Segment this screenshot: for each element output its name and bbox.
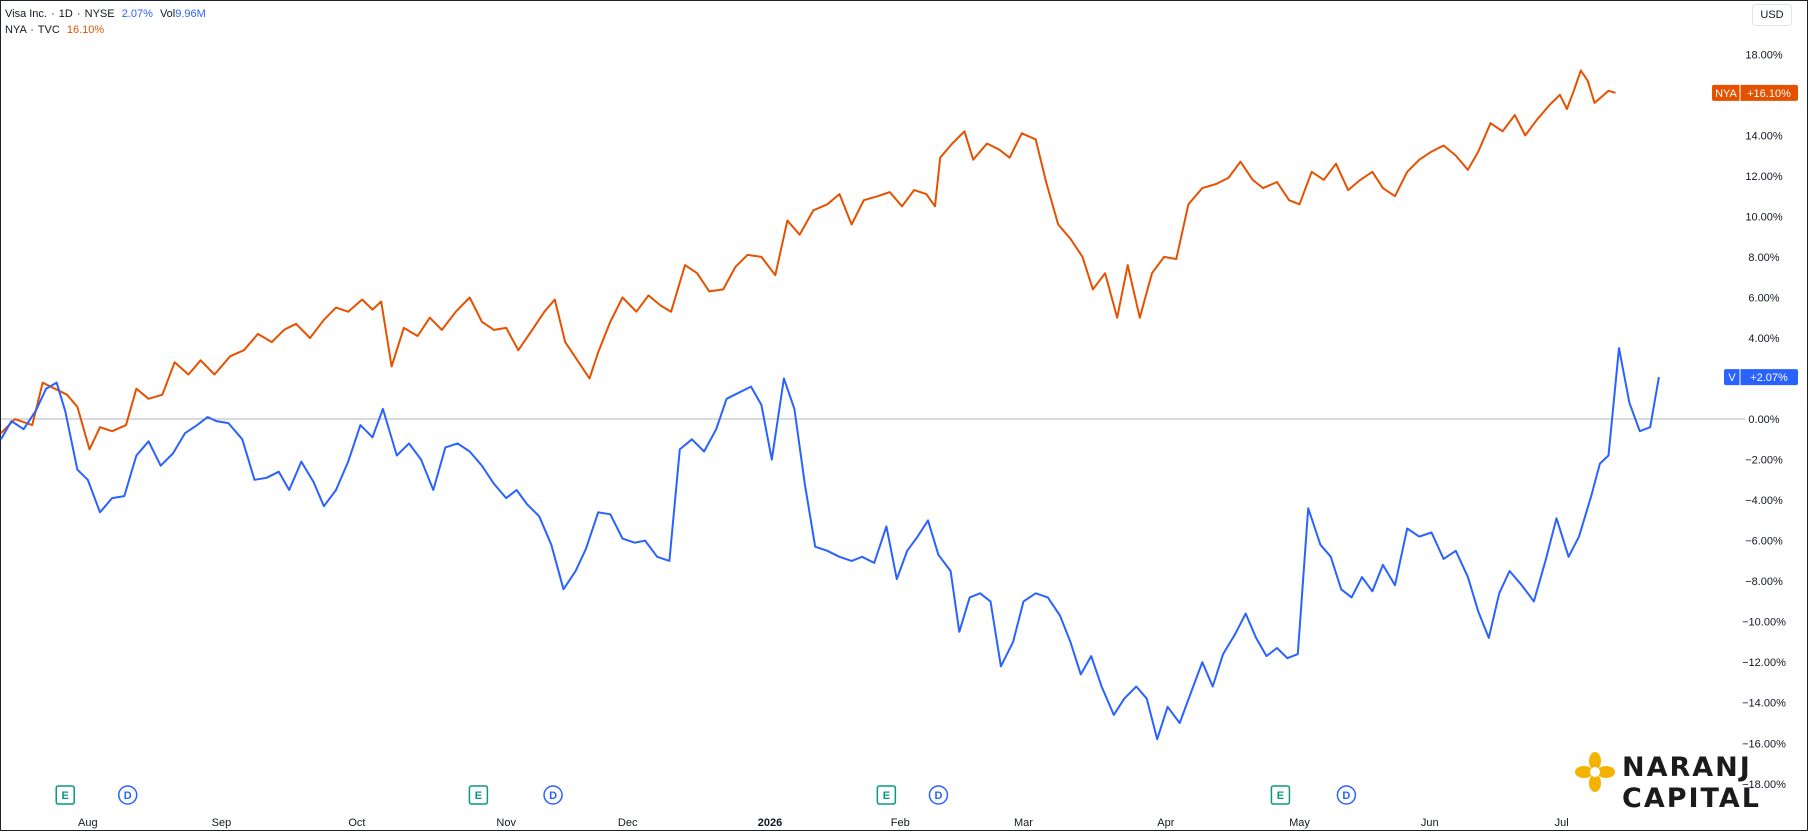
logo-wordmark: NARANJ CAPITAL bbox=[1622, 752, 1761, 814]
y-tick-label: −16.00% bbox=[1742, 738, 1786, 750]
last-value-badges: NYA +16.10% V +2.07% bbox=[1712, 84, 1798, 386]
event-letter: E bbox=[475, 790, 482, 802]
badge-v: V +2.07% bbox=[1724, 369, 1798, 386]
event-letter: E bbox=[62, 790, 69, 802]
x-tick-label: Sep bbox=[212, 817, 232, 829]
y-tick-label: 4.00% bbox=[1748, 333, 1779, 345]
currency-button[interactable]: USD bbox=[1752, 4, 1792, 26]
compare-source: TVC bbox=[37, 24, 60, 36]
primary-interval: 1D bbox=[58, 8, 73, 20]
compare-change: 16.10% bbox=[66, 24, 105, 36]
y-axis[interactable]: 18.00%16.00%14.00%12.00%10.00%8.00%6.00%… bbox=[1742, 49, 1786, 790]
y-tick-label: 0.00% bbox=[1748, 414, 1779, 426]
x-tick-label: Mar bbox=[1014, 817, 1033, 829]
primary-symbol-name: Visa Inc. bbox=[5, 8, 47, 20]
volume-label: Vol bbox=[159, 8, 176, 20]
dividend-event-icon[interactable]: D bbox=[928, 785, 949, 805]
y-tick-label: 12.00% bbox=[1745, 171, 1783, 183]
badge-symbol: V bbox=[1728, 372, 1736, 384]
y-tick-label: −14.00% bbox=[1742, 698, 1786, 710]
y-tick-label: 14.00% bbox=[1745, 130, 1783, 142]
x-tick-label: May bbox=[1289, 817, 1310, 829]
primary-change: 2.07% bbox=[121, 8, 153, 20]
event-letter: E bbox=[883, 790, 890, 802]
legend-row-compare[interactable]: NYA · TVC 16.10% bbox=[5, 24, 105, 36]
earnings-event-icon[interactable]: E bbox=[468, 785, 489, 805]
volume-unit: M bbox=[196, 8, 206, 20]
series-line-v[interactable] bbox=[0, 347, 1660, 741]
volume-value: 9.96 bbox=[175, 8, 197, 20]
y-tick-label: −8.00% bbox=[1745, 576, 1783, 588]
dividend-event-icon[interactable]: D bbox=[117, 785, 138, 805]
x-tick-label: Jul bbox=[1555, 817, 1569, 829]
x-tick-label: Oct bbox=[348, 817, 365, 829]
y-tick-label: −18.00% bbox=[1742, 779, 1786, 791]
compare-symbol-name: NYA bbox=[5, 24, 27, 36]
event-letter: D bbox=[1342, 790, 1350, 802]
earnings-event-icon[interactable]: E bbox=[55, 785, 75, 805]
event-letter: E bbox=[1277, 790, 1284, 802]
badge-value: +2.07% bbox=[1750, 372, 1788, 384]
y-tick-label: −10.00% bbox=[1742, 617, 1786, 629]
naranj-logo-icon bbox=[1575, 752, 1615, 792]
y-tick-label: 6.00% bbox=[1748, 292, 1779, 304]
y-tick-label: 8.00% bbox=[1748, 252, 1779, 264]
event-letter: D bbox=[124, 790, 132, 802]
logo-line-1: NARANJ bbox=[1622, 752, 1752, 783]
legend-row-primary[interactable]: Visa Inc. · 1D · NYSE 2.07% Vol9.96M bbox=[5, 8, 206, 20]
x-tick-label: Jun bbox=[1421, 817, 1439, 829]
x-tick-label: Apr bbox=[1157, 817, 1174, 829]
y-tick-label: −6.00% bbox=[1745, 536, 1783, 548]
x-tick-label: Feb bbox=[891, 817, 910, 829]
earnings-event-icon[interactable]: E bbox=[1270, 785, 1291, 805]
primary-exchange: NYSE bbox=[84, 8, 115, 20]
x-axis[interactable]: Aug Sep Oct Nov Dec 2026 Feb Mar Apr May Jun Jul bbox=[78, 817, 1569, 829]
y-tick-label: 18.00% bbox=[1745, 49, 1783, 61]
event-letter: D bbox=[549, 790, 557, 802]
y-tick-label: −12.00% bbox=[1742, 657, 1786, 669]
series-line-nya[interactable] bbox=[0, 69, 1616, 451]
earnings-event-icon[interactable]: E bbox=[876, 785, 897, 805]
badge-symbol: NYA bbox=[1715, 88, 1737, 100]
x-tick-label: Aug bbox=[78, 817, 98, 829]
event-letter: D bbox=[934, 790, 942, 802]
logo-line-2: CAPITAL bbox=[1622, 783, 1761, 814]
y-tick-label: −4.00% bbox=[1745, 495, 1783, 507]
x-tick-label: Nov bbox=[496, 817, 516, 829]
series-legend: Visa Inc. · 1D · NYSE 2.07% Vol9.96M NYA… bbox=[5, 6, 206, 38]
dividend-event-icon[interactable]: D bbox=[1336, 785, 1357, 805]
badge-nya: NYA +16.10% bbox=[1712, 84, 1798, 101]
series-layer bbox=[0, 69, 1660, 741]
y-tick-label: −2.00% bbox=[1745, 455, 1783, 467]
x-tick-label: 2026 bbox=[758, 817, 782, 829]
x-tick-label: Dec bbox=[618, 817, 638, 829]
dividend-event-icon[interactable]: D bbox=[543, 785, 563, 805]
badge-value: +16.10% bbox=[1747, 88, 1791, 100]
y-tick-label: 10.00% bbox=[1745, 211, 1783, 223]
